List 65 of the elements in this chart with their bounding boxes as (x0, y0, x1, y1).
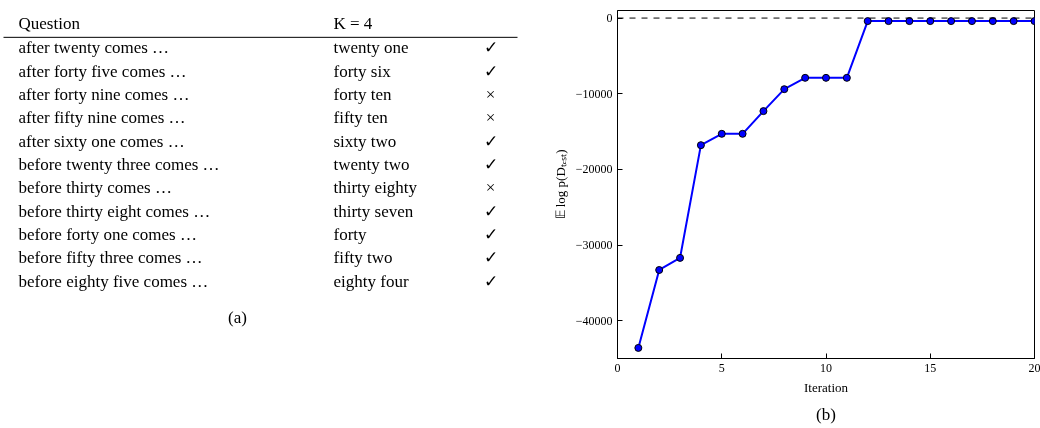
text: thirty seven (333, 201, 414, 221)
point (822, 73, 830, 82)
text: after forty nine comes … (18, 85, 190, 105)
x-axis-title: Iteration (803, 379, 849, 395)
text: before fifty three comes … (18, 248, 203, 268)
text: forty ten (333, 85, 393, 105)
text: ✓ (483, 131, 498, 151)
point (967, 17, 976, 26)
text: Question (18, 14, 81, 34)
text: after twenty comes … (18, 38, 170, 58)
text: before thirty eight comes … (18, 201, 211, 221)
x-tick-label: 10 (820, 360, 832, 375)
point (926, 17, 935, 26)
point (1009, 17, 1018, 26)
point (696, 141, 705, 150)
text: after sixty one comes … (18, 131, 185, 151)
point (655, 265, 664, 274)
point (759, 107, 768, 116)
text: ✓ (483, 61, 498, 81)
text: thirty eighty (333, 178, 418, 198)
text: ✓ (483, 201, 498, 221)
text: twenty one (333, 38, 409, 58)
point (884, 17, 893, 26)
point (863, 17, 872, 26)
text: before eighty five comes … (18, 271, 209, 291)
text: forty six (333, 61, 392, 81)
text: after fifty nine comes … (18, 108, 186, 128)
point (801, 73, 810, 82)
text: fifty two (333, 248, 393, 268)
text: ✓ (483, 248, 498, 268)
point (717, 129, 726, 138)
text: ✓ (483, 225, 498, 245)
text: ✓ (483, 155, 498, 175)
text: forty (333, 225, 368, 245)
point (634, 343, 643, 352)
point (947, 17, 956, 26)
y-tick-label: −30000 (575, 238, 613, 253)
point (842, 73, 851, 82)
x-tick-label: 20 (1028, 360, 1040, 375)
text: before forty one comes … (18, 225, 197, 245)
text: twenty two (333, 155, 410, 175)
text: (b) (816, 404, 836, 424)
text: × (485, 108, 496, 128)
text: before twenty three comes … (18, 155, 220, 175)
point (738, 129, 747, 138)
x-tick-label: 5 (718, 360, 725, 375)
text: sixty two (333, 131, 397, 151)
text: eighty four (333, 271, 409, 291)
y-tick-label: −20000 (575, 162, 613, 177)
text: fifty ten (333, 108, 389, 128)
text: ✓ (483, 271, 498, 291)
text: ✓ (483, 38, 498, 58)
text: K = 4 (333, 14, 373, 34)
x-tick-label: 15 (924, 360, 937, 375)
y-axis-title: 𝔼 log p(Dₜₑₛₜ) (552, 149, 568, 220)
text: after forty five comes … (18, 61, 187, 81)
y-tick-label: −10000 (575, 86, 613, 101)
text: before thirty comes … (18, 178, 172, 198)
text: (a) (228, 308, 247, 328)
text: × (485, 178, 496, 198)
point (780, 85, 789, 94)
y-tick-label: 0 (606, 11, 613, 26)
point (676, 253, 685, 262)
text: × (485, 85, 496, 105)
y-tick-label: −40000 (575, 313, 613, 328)
